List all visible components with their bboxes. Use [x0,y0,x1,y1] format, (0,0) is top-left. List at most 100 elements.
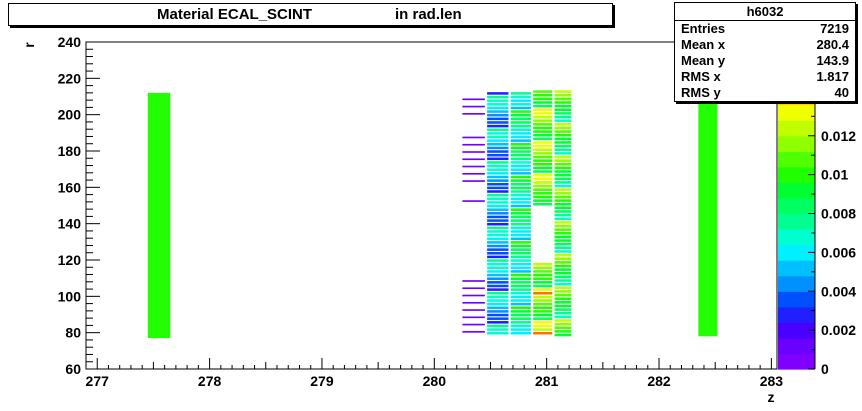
histogram-bin [487,186,509,190]
stats-row-entries: Entries 7219 [675,21,855,37]
histogram-bin [554,97,572,101]
histogram-bin [554,217,572,221]
histogram-bin [487,204,509,208]
histogram-bin [554,148,572,151]
histogram-bin [554,181,572,184]
histogram-bin [510,153,531,157]
histogram-bin [462,309,485,311]
histogram-bin [487,193,509,197]
histogram-bin [554,242,572,246]
histogram-bin [533,123,553,126]
histogram-bin [533,184,553,188]
histogram-bin [510,92,531,95]
x-tick-label: 279 [310,373,334,389]
histogram-bin [554,271,572,275]
histogram-bin [554,166,572,170]
histogram-bin [487,92,509,95]
histogram-bin [487,99,509,102]
histogram-bin [462,294,485,297]
histogram-bin [533,170,553,173]
histogram-bin [554,119,572,122]
histogram-bin [554,330,572,333]
histogram-bin [510,103,531,106]
histogram-bin [510,266,531,270]
histogram-bin [533,159,553,162]
histogram-bin [487,143,509,146]
histogram-bin [533,192,553,195]
stats-box: h6032 Entries 7219 Mean x 280.4 Mean y 1… [674,2,856,102]
histogram-bin [554,264,572,268]
histogram-bin [510,255,531,259]
histogram-bin [462,316,485,319]
histogram-bin [487,255,509,259]
histogram-bin [554,293,572,297]
histogram-bin [510,302,531,306]
histogram-bin [533,126,553,130]
y-tick-label: 220 [58,70,82,86]
histogram-bin [533,188,553,191]
histogram-bin [510,193,531,197]
stats-row-rms-y: RMS y 40 [675,85,855,101]
histogram-bin [533,93,553,97]
y-tick-label: 200 [58,107,82,123]
palette-segment [778,213,815,230]
histogram-bin [554,210,572,213]
histogram-bin [487,313,509,317]
histogram-bin [487,175,509,179]
histogram-bin [533,262,553,266]
stats-title: h6032 [675,3,855,21]
histogram-bin [487,230,509,233]
histogram-bin [554,137,572,141]
histogram-bin [487,281,509,284]
palette-label: 0.01 [821,167,848,183]
histogram-bin [462,301,485,304]
histogram-bin [554,275,572,279]
histogram-bin [462,200,485,202]
stats-value: 7219 [820,21,849,36]
histogram-bin [487,168,509,171]
palette-segment [778,260,815,277]
histogram-bin [554,308,572,311]
histogram-bin [554,206,572,210]
histogram-bin [554,90,572,93]
histogram-bin [554,235,572,239]
histogram-bin [510,324,531,328]
histogram-bin [487,201,509,204]
histogram-bin [487,295,509,299]
histogram-bin [510,281,531,284]
histogram-bin [487,153,509,157]
histogram-bin [487,121,509,124]
histogram-bin [487,259,509,262]
histogram-bin [462,280,485,282]
histogram-bin [554,301,572,304]
histogram-bin [487,331,509,335]
title-unit: in rad.len [395,6,462,23]
histogram-bin [510,328,531,331]
histogram-bin [487,252,509,255]
histogram-bin [510,139,531,142]
histogram-bin [533,266,553,270]
palette-segment [778,337,815,355]
histogram-bin [510,172,531,175]
histogram-bin [487,95,509,99]
y-tick-label: 140 [58,216,82,232]
histogram-bin [533,321,553,324]
stats-label: Mean x [681,37,726,52]
histogram-bin [554,261,572,264]
histogram-bin [554,319,572,322]
palette-segment [778,151,815,168]
histogram-bin [554,192,572,195]
histogram-bin [487,321,509,324]
histogram-bin [510,277,531,280]
histogram-bin [698,91,718,337]
histogram-bin [510,106,531,110]
histogram-bin [487,248,509,251]
histogram-bin [554,213,572,217]
x-tick-label: 281 [535,373,559,389]
y-axis-label: r [21,42,37,48]
histogram-bin [533,270,553,273]
palette-label: 0.012 [821,128,856,144]
histogram-bin [554,144,572,148]
